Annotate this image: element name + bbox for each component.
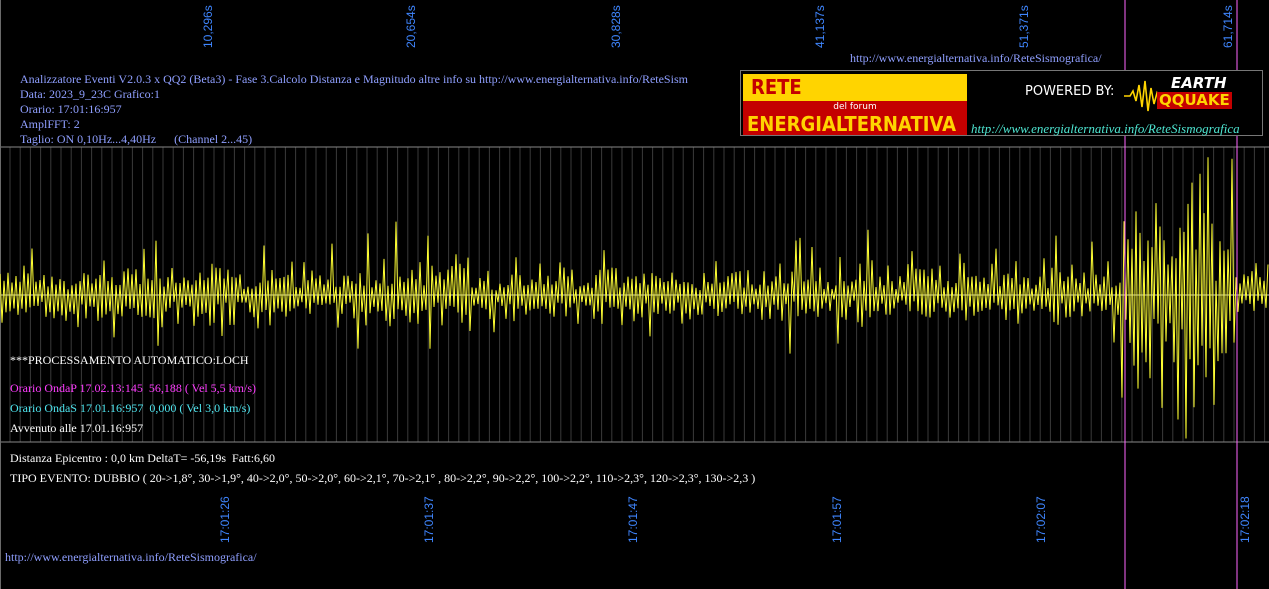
bottom-tick: 17:02:07 xyxy=(1034,496,1048,543)
bottom-tick: 17:01:47 xyxy=(626,496,640,543)
top-tick: 30,828s xyxy=(609,5,623,48)
event-type: TIPO EVENTO: DUBBIO ( 20->1,8°, 30->1,9°… xyxy=(10,471,756,485)
app-title: Analizzatore Eventi V2.0.3 x QQ2 (Beta3)… xyxy=(20,72,688,86)
p-wave-time: Orario OndaP 17.02.13:145 56,188 ( Vel 5… xyxy=(10,381,256,395)
qquake-logo: QQUAKE xyxy=(1157,91,1232,109)
event-time: Orario: 17:01:16:957 xyxy=(20,102,122,116)
seismic-trace xyxy=(0,157,1269,439)
processing-status: ***PROCESSAMENTO AUTOMATICO:LOCH xyxy=(10,353,249,367)
top-tick: 20,654s xyxy=(404,5,418,48)
energialternativa-logo: ENERGIALTERNATIVA xyxy=(743,112,967,136)
bottom-tick: 17:01:26 xyxy=(218,496,232,543)
banner-url-link[interactable]: http://www.energialternativa.info/ReteSi… xyxy=(971,121,1240,136)
filter-info: Taglio: ON 0,10Hz...4,40Hz (Channel 2...… xyxy=(20,132,253,146)
top-tick: 10,296s xyxy=(201,5,215,48)
forum-label: del forum xyxy=(743,101,967,113)
bottom-tick: 17:01:37 xyxy=(422,496,436,543)
event-date: Data: 2023_9_23C Grafico:1 xyxy=(20,87,160,101)
occurred-at: Avvenuto alle 17.01.16:957 xyxy=(10,421,144,435)
powered-by-label: POWERED BY: xyxy=(1025,84,1115,99)
top-tick: 61,714s xyxy=(1221,5,1235,48)
s-wave-time: Orario OndaS 17.01.16:957 0,000 ( Vel 3,… xyxy=(10,401,251,415)
bottom-tick: 17:01:57 xyxy=(830,496,844,543)
top-url-link[interactable]: http://www.energialternativa.info/ReteSi… xyxy=(850,51,1102,65)
top-tick: 41,137s xyxy=(813,5,827,48)
rete-sismografica-banner[interactable]: RETE SISMOGRAFICA del forum ENERGIALTERN… xyxy=(740,70,1263,136)
rete-logo: RETE SISMOGRAFICA xyxy=(743,74,967,126)
bottom-tick: 17:02:18 xyxy=(1238,496,1252,543)
footer-url-link[interactable]: http://www.energialternativa.info/ReteSi… xyxy=(5,550,257,564)
earth-label: EARTH xyxy=(1171,74,1227,92)
epicenter-distance: Distanza Epicentro : 0,0 km DeltaT= -56,… xyxy=(10,451,276,465)
ampl-fft: AmplFFT: 2 xyxy=(20,117,80,131)
top-tick: 51,371s xyxy=(1017,5,1031,48)
